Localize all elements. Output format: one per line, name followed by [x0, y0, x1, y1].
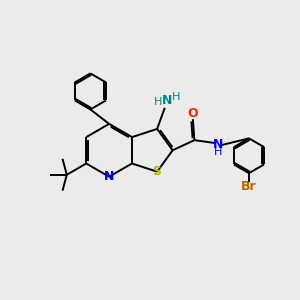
Text: N: N [162, 94, 172, 107]
Text: Br: Br [241, 180, 257, 193]
Text: H: H [214, 147, 222, 157]
Text: H: H [154, 98, 162, 107]
Text: O: O [188, 107, 198, 120]
Text: N: N [104, 170, 114, 183]
Text: N: N [213, 138, 223, 151]
Text: H: H [172, 92, 180, 102]
Text: S: S [153, 165, 162, 178]
